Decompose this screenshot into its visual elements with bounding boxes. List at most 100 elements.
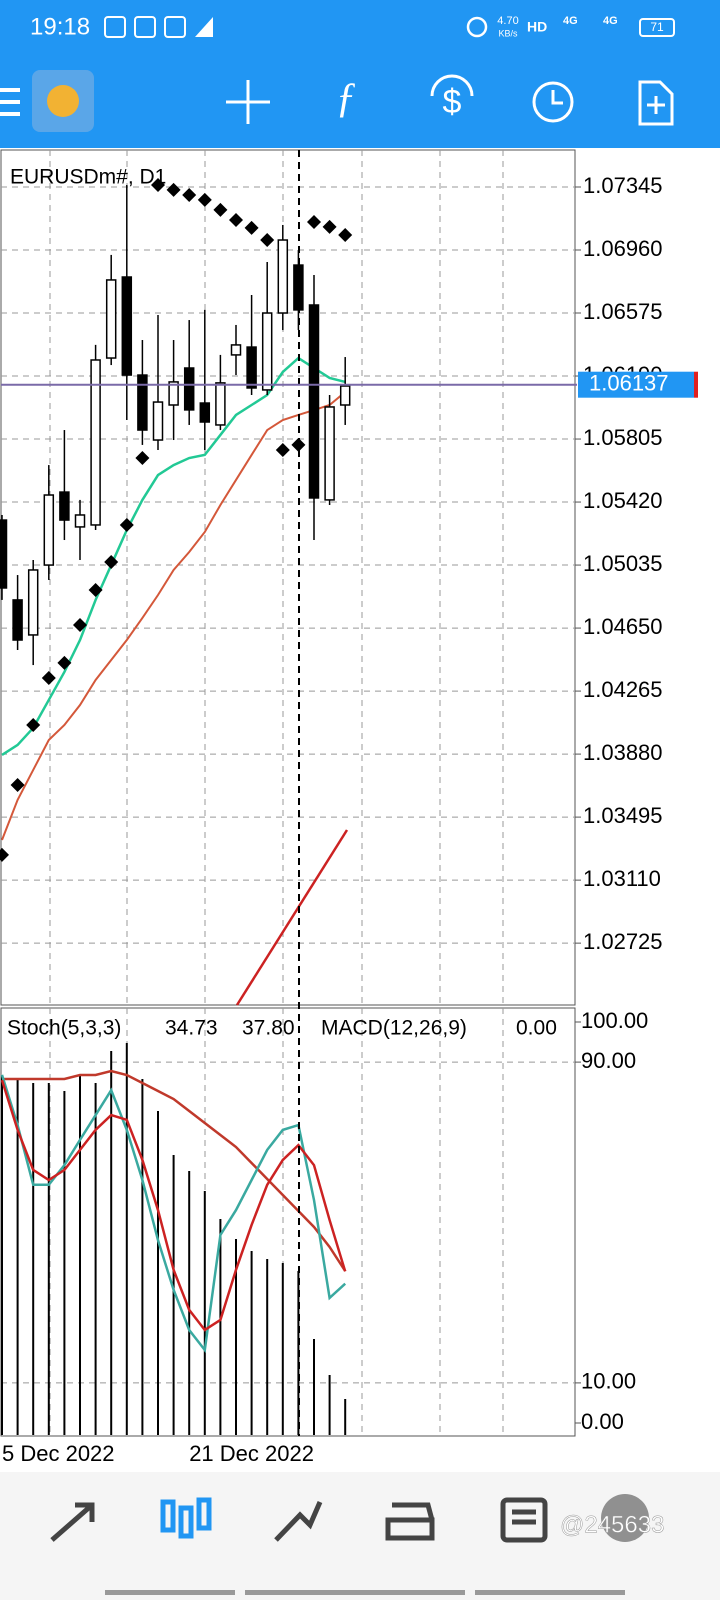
candle-body	[12, 599, 23, 641]
candle-body	[137, 374, 148, 431]
sar-dot	[10, 778, 25, 793]
logo-mark	[47, 85, 79, 117]
candle-body	[152, 401, 164, 441]
indicators-button[interactable]: ƒ	[336, 76, 357, 122]
stoch-main-value: 34.73	[165, 1017, 218, 1040]
bottom-nav	[0, 1472, 720, 1600]
sar-dot	[135, 451, 150, 466]
status-time: 19:18	[30, 13, 90, 40]
y-tick-label: 90.00	[581, 1048, 636, 1073]
sar-dot	[151, 178, 165, 193]
bid-label: 1.06137	[589, 371, 669, 396]
net-unit: KB/s	[498, 28, 518, 38]
sar-dot	[73, 617, 87, 632]
candle-body	[105, 279, 117, 359]
candle-body	[215, 382, 226, 426]
trend-line	[235, 829, 349, 1006]
plot-layer	[0, 178, 575, 1435]
status-icon	[195, 17, 213, 37]
x-tick-label: 21 Dec 2022	[189, 1441, 314, 1466]
candle-body	[277, 239, 289, 314]
y-tick-label: 1.03110	[583, 866, 661, 891]
candle-body	[246, 346, 257, 389]
candle-body	[90, 359, 101, 526]
y-tick-label: 1.05035	[583, 551, 663, 576]
watermark: @245633	[560, 1511, 664, 1538]
macd-value-clip: 0.00	[516, 1017, 557, 1040]
y-tick-label: 1.07345	[583, 173, 663, 198]
quotes-tab[interactable]	[50, 1502, 95, 1542]
signal-label: 4G	[563, 15, 578, 27]
sar-dot	[244, 220, 259, 235]
sar-dot	[119, 517, 134, 532]
candle-body	[324, 406, 335, 501]
candle-body	[74, 514, 86, 528]
candle-body	[308, 304, 320, 499]
history-tab[interactable]	[385, 1502, 435, 1541]
ma-fast-line	[1, 356, 346, 756]
menu-button[interactable]	[0, 88, 20, 116]
candle-body	[43, 494, 55, 566]
ma-slow-line	[1, 391, 346, 841]
sub-chart-frame	[0, 1007, 576, 1437]
sar-dot	[26, 717, 41, 732]
macd-value: 0.00	[516, 1017, 557, 1040]
sar-dot	[229, 213, 243, 228]
macd-title: MACD(12,26,9)	[321, 1017, 467, 1040]
y-tick-label: 1.04265	[583, 677, 663, 702]
battery	[639, 18, 675, 37]
symbol-title: EURUSDm#, D1	[10, 166, 166, 189]
y-tick-label: 1.05805	[583, 425, 663, 450]
sar-dot	[322, 219, 337, 234]
news-tab[interactable]	[500, 1497, 548, 1543]
status-icon	[104, 16, 126, 38]
sar-dot	[104, 554, 119, 569]
net-speed: 4.70	[497, 15, 518, 27]
messages-tab[interactable]	[601, 1494, 649, 1542]
y-tick-label: 10.00	[581, 1369, 636, 1394]
y-tick-label: 100.00	[581, 1008, 648, 1033]
sar-dot	[57, 655, 72, 670]
nav-indicator	[105, 1590, 235, 1595]
sar-dot	[260, 233, 275, 248]
y-tick-label: 1.06575	[583, 299, 663, 324]
chart-tab[interactable]	[160, 1497, 212, 1539]
sar-dot	[182, 188, 197, 203]
y-tick-label: 1.03880	[583, 740, 663, 765]
vertical-grid	[49, 150, 504, 1436]
macd-signal-line	[2, 1069, 347, 1272]
y-tick-label: 1.06960	[583, 236, 663, 261]
candle-body	[183, 367, 195, 411]
sar-dot	[41, 670, 56, 685]
sar-dot	[0, 847, 9, 862]
stoch-title: Stoch(5,3,3)	[7, 1017, 121, 1040]
sar-dot	[197, 192, 212, 207]
signal-label: 4G	[603, 15, 618, 27]
sar-dot	[166, 182, 181, 197]
status-icon	[164, 16, 186, 38]
hd-indicator: HD	[527, 19, 547, 35]
candle-body	[339, 385, 351, 406]
sar-dot	[338, 227, 353, 242]
y-tick-label: 1.04650	[583, 614, 663, 639]
bid-label-bg	[578, 371, 694, 398]
y-tick-label: 1.05420	[583, 488, 663, 513]
candle-body	[27, 569, 39, 636]
y-tick-label: 1.02725	[583, 929, 663, 954]
candle-body	[59, 491, 70, 521]
timeframe-button[interactable]	[532, 81, 574, 123]
trade-tab[interactable]	[274, 1501, 323, 1542]
new-order-button[interactable]	[638, 80, 674, 126]
stoch-signal-value: 37.80	[242, 1017, 295, 1040]
sar-dot	[88, 582, 103, 597]
crosshair-button[interactable]	[226, 80, 270, 124]
candle-body	[199, 402, 211, 423]
bid-label-edge	[694, 371, 698, 398]
trade-button[interactable]: $	[430, 74, 474, 121]
stoch-signal-line	[0, 1079, 347, 1332]
header-bg	[0, 0, 720, 148]
candle-body	[261, 312, 273, 391]
candle-body	[168, 381, 179, 406]
svg-text:$: $	[443, 83, 462, 121]
